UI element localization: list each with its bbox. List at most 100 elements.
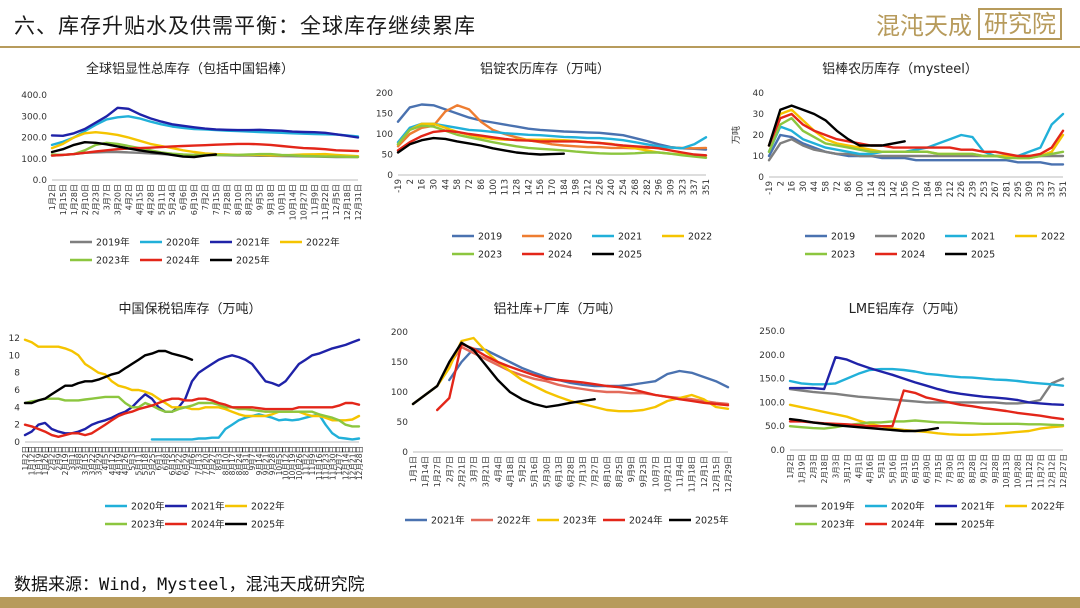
y-tick-label: 4 [14,403,20,413]
x-tick-label: 295 [1014,181,1024,197]
x-tick-label: 12月27日 [1059,454,1068,488]
y-tick-label: 30 [753,110,765,120]
x-tick-label: 1月15日 [59,184,68,215]
x-tick-label: 3月17日 [843,454,852,483]
x-tick-label: 212 [584,179,594,195]
y-tick-label: 0.0 [33,176,48,186]
legend-label: 2020年 [891,501,925,513]
x-tick-label: 10月28日 [1014,454,1023,488]
legend-label: 2023 [831,250,855,261]
x-tick-label: 2月10日 [81,184,90,215]
x-tick-label: 6月30日 [923,454,932,483]
legend-label: 2025 [971,250,995,261]
x-tick-label: 9月9日 [627,456,636,482]
y-tick-label: 200.0 [759,351,785,361]
x-tick-label: -19 [394,179,404,193]
x-tick-label: 9月5日 [256,184,265,210]
y-tick-label: 250.0 [759,327,785,337]
legend-label: 2021 [618,232,642,243]
x-tick-label: 268 [631,179,641,195]
x-tick-label: 8月10日 [603,456,612,487]
x-tick-label: 9月28日 [268,446,277,475]
legend-label: 2024年 [891,519,925,531]
x-tick-label: 2月3日 [809,454,818,479]
x-tick-label: 198 [935,181,945,197]
x-tick-label: 1月14日 [421,456,430,487]
chart-title: 铝棒农历库存（mysteel） [822,61,978,77]
x-tick-label: 5月25日 [148,446,157,475]
x-tick-label: 4月15日 [135,184,144,215]
y-tick-label: 50 [382,151,394,161]
x-tick-label: 7月2日 [201,184,210,210]
x-tick-label: 1月2日 [21,446,30,471]
x-tick-label: 9月18日 [267,184,276,215]
x-tick-label: 281 [1002,181,1012,197]
x-tick-label: 11月27日 [1036,454,1045,488]
title-divider [0,46,1080,48]
legend-label: 2020年 [131,501,165,513]
x-tick-label: 3月22日 [88,446,97,475]
series-line [767,112,1065,158]
x-tick-label: 7月28日 [223,184,232,215]
series-line [788,356,1065,406]
y-tick-label: 40 [753,89,765,99]
y-tick-label: 0 [758,173,764,183]
x-tick-label: 7月30日 [945,454,954,483]
x-tick-label: 86 [477,179,487,190]
x-tick-label: 11月2日 [302,446,311,475]
x-tick-label: 11月16日 [315,446,324,480]
x-tick-label: 4月28日 [146,184,155,215]
x-tick-label: 2月18日 [820,454,829,483]
legend-label: 2025年 [251,519,285,531]
x-tick-label: 8月24日 [235,446,244,475]
y-tick-label: 10 [753,152,765,162]
chart-social-factory-inventory: 铝社库+厂库（万吨） 0 50 100 150 200 1月1日 1月14日 1月27日 2月7日… [375,295,740,530]
series-line [23,338,361,437]
y-tick-label: 6 [14,386,20,396]
x-tick-label: 1月2日 [786,454,795,479]
y-tick-label: 2 [14,421,20,431]
legend-label: 2019年 [96,237,130,249]
x-tick-label: 3月7日 [470,456,479,482]
x-tick-label: 12月18日 [343,184,352,220]
x-tick-label: 267 [991,181,1001,197]
legend-label: 2022年 [497,515,531,527]
legend-label: 2020 [548,232,572,243]
x-tick-label: 30 [799,181,809,192]
x-tick-label: 7月20日 [201,446,210,475]
y-tick-label: 0 [402,448,408,458]
chart-title: LME铝库存（万吨） [849,301,967,317]
x-tick-label: 184 [923,181,933,197]
series-line [23,338,361,422]
y-tick-label: 20 [753,131,765,141]
brand-main: 混沌天成 [876,12,972,40]
x-tick-label: 5月11日 [157,184,166,215]
legend-label: 2020年 [166,237,200,249]
legend-label: 2023年 [131,519,165,531]
x-tick-label: 240 [607,179,617,195]
x-tick-label: 11月30日 [328,446,337,480]
y-tick-label: 50 [397,418,409,428]
x-tick-label: 198 [572,179,582,195]
x-tick-label: 5月2日 [518,456,527,482]
x-tick-label: 239 [969,181,979,197]
x-tick-label: 1月28日 [70,184,79,215]
series-line [396,136,565,156]
series-line [788,419,1065,430]
y-tick-label: 100.0 [759,398,785,408]
x-tick-label: 9月21日 [261,446,270,475]
legend-label: 2021年 [961,501,995,513]
x-tick-label: 2 [406,179,416,184]
x-tick-label: 7月27日 [208,446,217,475]
x-tick-label: 12月15日 [712,456,721,492]
x-tick-label: 30 [430,179,440,190]
x-tick-label: 4月4日 [494,456,503,482]
legend-label: 2024年 [191,519,225,531]
x-tick-label: 11月23日 [322,446,331,480]
x-tick-label: 142 [524,179,534,195]
x-tick-label: 12月21日 [348,446,357,480]
legend-label: 2022年 [1031,501,1065,513]
x-tick-label: 184 [560,179,570,195]
x-tick-label: 12月31日 [354,184,363,220]
